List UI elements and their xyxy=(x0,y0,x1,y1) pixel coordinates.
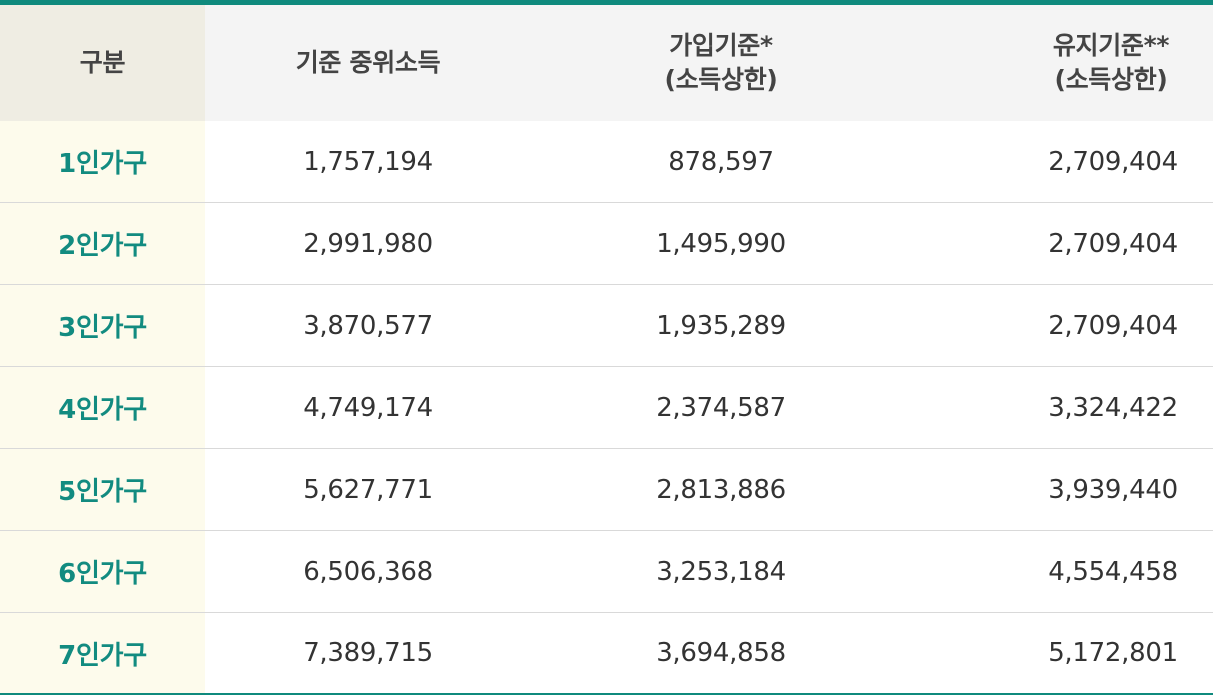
household-cell: 1인가구 xyxy=(0,121,205,202)
median-income-cell: 2,991,980 xyxy=(303,228,433,259)
household-cell: 7인가구 xyxy=(0,613,205,693)
join-criteria-cell: 2,813,886 xyxy=(656,474,786,505)
household-label: 3인가구 xyxy=(58,313,147,343)
join-criteria-cell: 2,374,587 xyxy=(656,392,786,423)
household-label: 2인가구 xyxy=(58,231,147,261)
header-join-criteria: 가입기준* (소득상한) xyxy=(531,5,911,121)
header-category: 구분 xyxy=(0,5,205,121)
keep-criteria-cell: 2,709,404 xyxy=(1048,228,1178,259)
household-label: 7인가구 xyxy=(58,640,147,671)
household-cell: 6인가구 xyxy=(0,531,205,612)
median-income-cell: 3,870,577 xyxy=(303,310,433,341)
household-label: 5인가구 xyxy=(58,477,147,507)
household-cell: 2인가구 xyxy=(0,203,205,284)
header-median-income: 기준 중위소득 xyxy=(205,5,531,121)
keep-criteria-cell: 3,939,440 xyxy=(1048,474,1178,505)
household-label: 6인가구 xyxy=(58,559,147,589)
header-keep-criteria-line1: 유지기준** xyxy=(1052,31,1170,60)
table-row: 7인가구 7,389,715 3,694,858 5,172,801 xyxy=(0,613,1213,695)
header-join-criteria-line1: 가입기준* xyxy=(669,31,773,60)
table-header-row: 구분 기준 중위소득 가입기준* (소득상한) 유지기준** (소득상한) xyxy=(0,5,1213,121)
keep-criteria-cell: 5,172,801 xyxy=(1048,638,1178,668)
household-label: 1인가구 xyxy=(58,149,147,179)
join-criteria-cell: 1,495,990 xyxy=(656,228,786,259)
join-criteria-cell: 1,935,289 xyxy=(656,310,786,341)
join-criteria-cell: 878,597 xyxy=(668,146,774,177)
header-category-label: 구분 xyxy=(79,48,126,77)
table-row: 6인가구 6,506,368 3,253,184 4,554,458 xyxy=(0,531,1213,613)
median-income-cell: 1,757,194 xyxy=(303,146,433,177)
table-row: 4인가구 4,749,174 2,374,587 3,324,422 xyxy=(0,367,1213,449)
header-keep-criteria: 유지기준** (소득상한) xyxy=(911,5,1213,121)
household-cell: 4인가구 xyxy=(0,367,205,448)
table-row: 2인가구 2,991,980 1,495,990 2,709,404 xyxy=(0,203,1213,285)
keep-criteria-cell: 2,709,404 xyxy=(1048,310,1178,341)
median-income-cell: 7,389,715 xyxy=(303,638,433,668)
table-row: 1인가구 1,757,194 878,597 2,709,404 xyxy=(0,121,1213,203)
median-income-cell: 5,627,771 xyxy=(303,474,433,505)
median-income-cell: 6,506,368 xyxy=(303,556,433,587)
join-criteria-cell: 3,694,858 xyxy=(656,638,786,668)
join-criteria-cell: 3,253,184 xyxy=(656,556,786,587)
header-join-criteria-line2: (소득상한) xyxy=(664,65,778,94)
household-cell: 3인가구 xyxy=(0,285,205,366)
household-label: 4인가구 xyxy=(58,395,147,425)
household-cell: 5인가구 xyxy=(0,449,205,530)
table-row: 3인가구 3,870,577 1,935,289 2,709,404 xyxy=(0,285,1213,367)
header-keep-criteria-line2: (소득상한) xyxy=(1054,65,1168,94)
keep-criteria-cell: 4,554,458 xyxy=(1048,556,1178,587)
keep-criteria-cell: 2,709,404 xyxy=(1048,146,1178,177)
median-income-cell: 4,749,174 xyxy=(303,392,433,423)
table-row: 5인가구 5,627,771 2,813,886 3,939,440 xyxy=(0,449,1213,531)
header-median-income-label: 기준 중위소득 xyxy=(295,48,441,77)
keep-criteria-cell: 3,324,422 xyxy=(1048,392,1178,423)
